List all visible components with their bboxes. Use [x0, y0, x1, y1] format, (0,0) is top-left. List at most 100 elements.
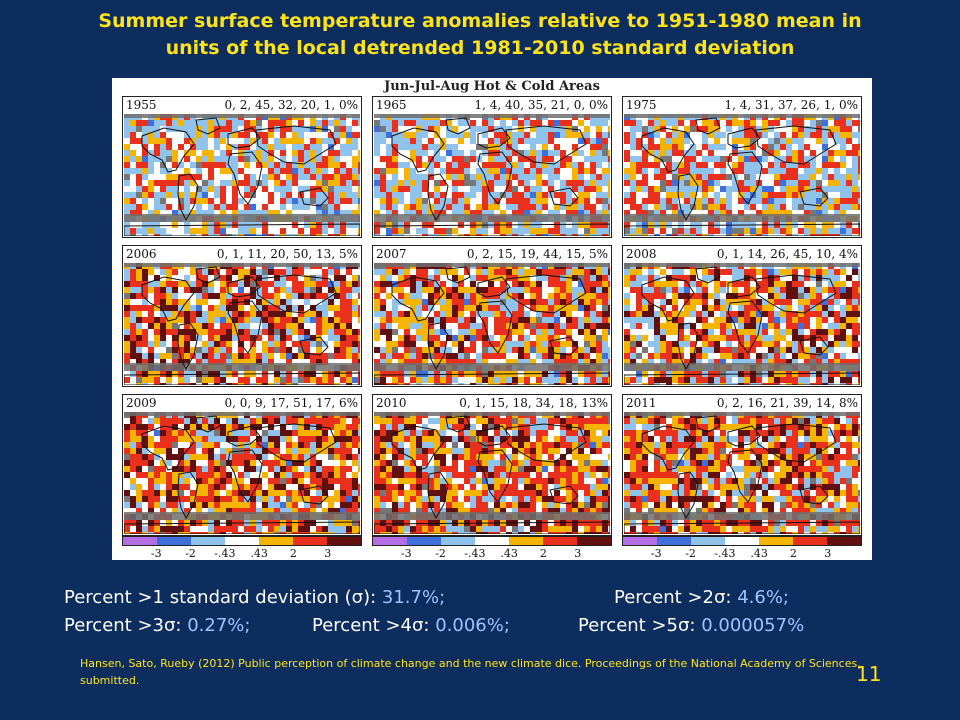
anomaly-cell [238, 359, 244, 365]
anomaly-cell [440, 383, 446, 385]
anomaly-cell [768, 186, 774, 192]
anomaly-cell [160, 180, 166, 186]
anomaly-cell [292, 287, 298, 293]
anomaly-cell [268, 383, 274, 385]
anomaly-cell [714, 335, 720, 341]
anomaly-cell [440, 317, 446, 323]
anomaly-cell [440, 150, 446, 156]
anomaly-cell [642, 317, 648, 323]
anomaly-cell [452, 162, 458, 168]
anomaly-cell [292, 275, 298, 281]
anomaly-cell [714, 138, 720, 144]
anomaly-cell [548, 377, 554, 383]
anomaly-cell [256, 359, 262, 365]
anomaly-cell [648, 168, 654, 174]
anomaly-cell [602, 204, 608, 210]
anomaly-cell [602, 305, 608, 311]
anomaly-cell [220, 204, 226, 210]
anomaly-cell [136, 204, 142, 210]
anomaly-cell [208, 341, 214, 347]
anomaly-cell [548, 311, 554, 317]
anomaly-cell [774, 329, 780, 335]
anomaly-cell [572, 299, 578, 305]
anomaly-cell [696, 156, 702, 162]
anomaly-cell [666, 132, 672, 138]
anomaly-cell [666, 162, 672, 168]
anomaly-cell [190, 311, 196, 317]
anomaly-cell [500, 359, 506, 365]
anomaly-cell [130, 186, 136, 192]
anomaly-cell [154, 234, 160, 236]
anomaly-cell [696, 210, 702, 216]
anomaly-cell [554, 323, 560, 329]
anomaly-cell [654, 156, 660, 162]
anomaly-cell [762, 150, 768, 156]
anomaly-cell [358, 329, 360, 335]
anomaly-cell [398, 305, 404, 311]
anomaly-cell [310, 341, 316, 347]
anomaly-cell [762, 186, 768, 192]
anomaly-cell [810, 132, 816, 138]
anomaly-cell [220, 299, 226, 305]
anomaly-cell [202, 210, 208, 216]
anomaly-cell [196, 162, 202, 168]
anomaly-cell [828, 204, 834, 210]
anomaly-cell [160, 347, 166, 353]
anomaly-cell [810, 347, 816, 353]
anomaly-cell [148, 234, 154, 236]
anomaly-cell [334, 198, 340, 204]
anomaly-cell [464, 138, 470, 144]
anomaly-cell [774, 204, 780, 210]
anomaly-cell [154, 281, 160, 287]
anomaly-cell [220, 180, 226, 186]
anomaly-cell [578, 138, 584, 144]
anomaly-cell [310, 174, 316, 180]
anomaly-cell [250, 168, 256, 174]
anomaly-cell [744, 120, 750, 126]
anomaly-cell [530, 234, 536, 236]
anomaly-cell [714, 341, 720, 347]
anomaly-cell [660, 162, 666, 168]
anomaly-cell [386, 198, 392, 204]
anomaly-cell [178, 228, 184, 234]
anomaly-cell [500, 204, 506, 210]
anomaly-cell [654, 287, 660, 293]
anomaly-cell [482, 305, 488, 311]
anomaly-cell [268, 275, 274, 281]
anomaly-cell [816, 162, 822, 168]
anomaly-cell [482, 377, 488, 383]
anomaly-cell [608, 281, 610, 287]
anomaly-cell [458, 359, 464, 365]
anomaly-cell [494, 198, 500, 204]
anomaly-cell [178, 383, 184, 385]
anomaly-map [624, 114, 860, 236]
anomaly-cell [328, 299, 334, 305]
anomaly-cell [792, 210, 798, 216]
anomaly-cell [602, 341, 608, 347]
anomaly-cell [666, 138, 672, 144]
anomaly-cell [148, 150, 154, 156]
anomaly-cell [780, 144, 786, 150]
anomaly-cell [822, 144, 828, 150]
anomaly-cell [792, 186, 798, 192]
anomaly-cell [774, 180, 780, 186]
anomaly-cell [160, 329, 166, 335]
anomaly-cell [590, 335, 596, 341]
anomaly-cell [666, 347, 672, 353]
anomaly-cell [554, 341, 560, 347]
anomaly-cell [696, 281, 702, 287]
anomaly-cell [732, 275, 738, 281]
anomaly-cell [458, 198, 464, 204]
anomaly-cell [316, 144, 322, 150]
anomaly-cell [422, 204, 428, 210]
anomaly-cell [654, 359, 660, 365]
anomaly-cell [636, 353, 642, 359]
anomaly-cell [334, 311, 340, 317]
anomaly-cell [530, 174, 536, 180]
anomaly-cell [678, 329, 684, 335]
anomaly-cell [268, 198, 274, 204]
anomaly-cell [416, 317, 422, 323]
anomaly-cell [786, 287, 792, 293]
anomaly-cell [578, 281, 584, 287]
anomaly-cell [572, 383, 578, 385]
